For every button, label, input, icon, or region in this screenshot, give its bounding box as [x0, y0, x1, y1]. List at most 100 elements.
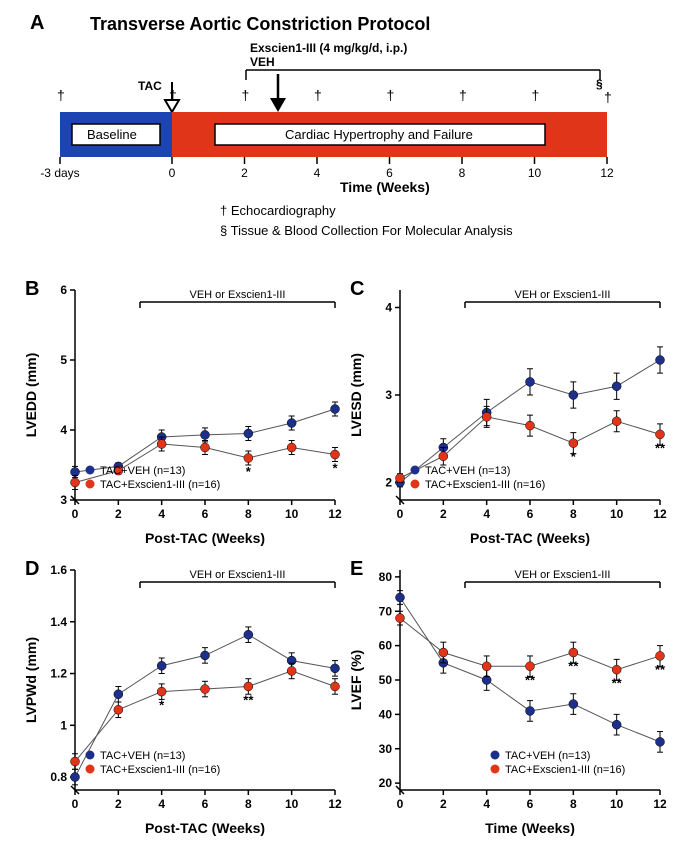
svg-text:4: 4 — [385, 301, 392, 315]
svg-text:Post-TAC (Weeks): Post-TAC (Weeks) — [145, 530, 265, 546]
svg-text:2: 2 — [385, 476, 392, 490]
svg-text:70: 70 — [379, 604, 393, 618]
svg-text:0: 0 — [72, 797, 79, 811]
svg-text:12: 12 — [328, 507, 342, 521]
svg-text:**: ** — [612, 676, 623, 691]
svg-text:1.4: 1.4 — [50, 615, 67, 629]
svg-text:TAC+VEH (n=13): TAC+VEH (n=13) — [100, 750, 185, 762]
svg-text:0: 0 — [397, 507, 404, 521]
svg-text:†: † — [242, 87, 250, 103]
svg-text:**: ** — [568, 659, 579, 674]
svg-text:8: 8 — [570, 507, 577, 521]
svg-text:Time (Weeks): Time (Weeks) — [485, 820, 575, 836]
svg-text:0: 0 — [72, 507, 79, 521]
svg-text:TAC+Exscien1-III (n=16): TAC+Exscien1-III (n=16) — [100, 764, 220, 776]
svg-text:4: 4 — [60, 423, 67, 437]
svg-text:B: B — [25, 278, 39, 300]
baseline-text: Baseline — [87, 127, 137, 142]
svg-text:4: 4 — [158, 797, 165, 811]
panel-e-svg: E20304050607080024681012Time (Weeks)LVEF… — [345, 555, 675, 845]
svg-text:6: 6 — [527, 507, 534, 521]
svg-text:3: 3 — [60, 493, 67, 507]
svg-text:**: ** — [525, 672, 536, 687]
panel-a-title: Transverse Aortic Constriction Protocol — [90, 14, 430, 35]
svg-text:6: 6 — [527, 797, 534, 811]
svg-text:†: † — [387, 87, 395, 103]
panel-a-axis: -3 days024681012 — [40, 157, 614, 180]
svg-text:**: ** — [243, 692, 254, 707]
svg-text:VEH or Exscien1-III: VEH or Exscien1-III — [515, 289, 611, 301]
svg-text:†: † — [532, 87, 540, 103]
svg-text:2: 2 — [115, 797, 122, 811]
legend-echo: † Echocardiography — [220, 203, 336, 218]
svg-text:**: ** — [655, 440, 666, 455]
svg-text:6: 6 — [60, 283, 67, 297]
svg-text:†: † — [57, 87, 65, 103]
svg-text:4: 4 — [483, 507, 490, 521]
svg-text:**: ** — [655, 662, 666, 677]
svg-text:80: 80 — [379, 570, 393, 584]
svg-text:C: C — [350, 278, 364, 300]
svg-text:8: 8 — [459, 166, 466, 180]
svg-text:40: 40 — [379, 707, 393, 721]
drug-label: Exscien1-III (4 mg/kg/d, i.p.) — [250, 41, 407, 55]
svg-text:*: * — [246, 464, 252, 479]
svg-text:2: 2 — [440, 507, 447, 521]
svg-text:8: 8 — [570, 797, 577, 811]
svg-text:12: 12 — [653, 507, 667, 521]
svg-text:LVEF (%): LVEF (%) — [348, 650, 364, 710]
svg-text:8: 8 — [245, 507, 252, 521]
figure: A Transverse Aortic Constriction Protoco… — [0, 0, 680, 850]
svg-text:10: 10 — [285, 507, 299, 521]
svg-text:0.8: 0.8 — [50, 770, 67, 784]
svg-text:TAC+Exscien1-III (n=16): TAC+Exscien1-III (n=16) — [100, 479, 220, 491]
svg-text:20: 20 — [379, 776, 393, 790]
panel-c-svg: C 2 3 4 0 2 4 6 8 10 12 Post-TAC (Weeks) LVESD (mm) V… — [345, 275, 675, 555]
svg-text:10: 10 — [610, 797, 624, 811]
svg-text:10: 10 — [528, 166, 542, 180]
red-text: Cardiac Hypertrophy and Failure — [285, 127, 473, 142]
panel-a-label: A — [30, 12, 44, 35]
tac-label: TAC — [138, 79, 162, 93]
svg-text:*: * — [332, 461, 338, 476]
svg-text:10: 10 — [610, 507, 624, 521]
svg-text:Post-TAC (Weeks): Post-TAC (Weeks) — [145, 820, 265, 836]
svg-text:5: 5 — [60, 353, 67, 367]
svg-text:12: 12 — [328, 797, 342, 811]
svg-text:30: 30 — [379, 742, 393, 756]
svg-text:4: 4 — [158, 507, 165, 521]
svg-text:LVESD (mm): LVESD (mm) — [348, 353, 364, 437]
svg-text:2: 2 — [440, 797, 447, 811]
svg-text:1: 1 — [60, 718, 67, 732]
svg-text:-3 days: -3 days — [40, 166, 79, 180]
svg-text:†: † — [604, 89, 612, 105]
svg-text:TAC+VEH (n=13): TAC+VEH (n=13) — [100, 465, 185, 477]
svg-text:1.6: 1.6 — [50, 563, 67, 577]
svg-text:6: 6 — [202, 507, 209, 521]
svg-text:2: 2 — [115, 507, 122, 521]
svg-text:†: † — [314, 87, 322, 103]
svg-text:VEH or Exscien1-III: VEH or Exscien1-III — [190, 289, 286, 301]
svg-text:VEH or Exscien1-III: VEH or Exscien1-III — [515, 569, 611, 581]
svg-text:Post-TAC (Weeks): Post-TAC (Weeks) — [470, 530, 590, 546]
svg-text:LVEDD (mm): LVEDD (mm) — [23, 353, 39, 438]
svg-text:8: 8 — [245, 797, 252, 811]
svg-text:6: 6 — [202, 797, 209, 811]
veh-label: VEH — [250, 55, 275, 69]
panel-b-svg: B 3 4 5 6 0 2 4 6 8 10 12 Post-TAC (Weeks) LVEDD (mm)… — [20, 275, 350, 555]
svg-text:3: 3 — [385, 388, 392, 402]
svg-text:0: 0 — [169, 166, 176, 180]
section-symbol: § — [596, 77, 603, 91]
svg-text:†: † — [459, 87, 467, 103]
svg-text:6: 6 — [386, 166, 393, 180]
svg-text:TAC+Exscien1-III (n=16): TAC+Exscien1-III (n=16) — [425, 479, 545, 491]
panel-d-svg: D0.811.21.41.6024681012Post-TAC (Weeks)L… — [20, 555, 350, 845]
svg-text:1.2: 1.2 — [50, 667, 67, 681]
svg-text:VEH or Exscien1-III: VEH or Exscien1-III — [190, 569, 286, 581]
svg-text:TAC+VEH (n=13): TAC+VEH (n=13) — [505, 750, 590, 762]
svg-text:4: 4 — [483, 797, 490, 811]
panel-a-xlabel: Time (Weeks) — [340, 179, 430, 195]
svg-text:50: 50 — [379, 673, 393, 687]
legend-tissue: § Tissue & Blood Collection For Molecula… — [220, 223, 513, 238]
svg-text:*: * — [571, 449, 577, 464]
